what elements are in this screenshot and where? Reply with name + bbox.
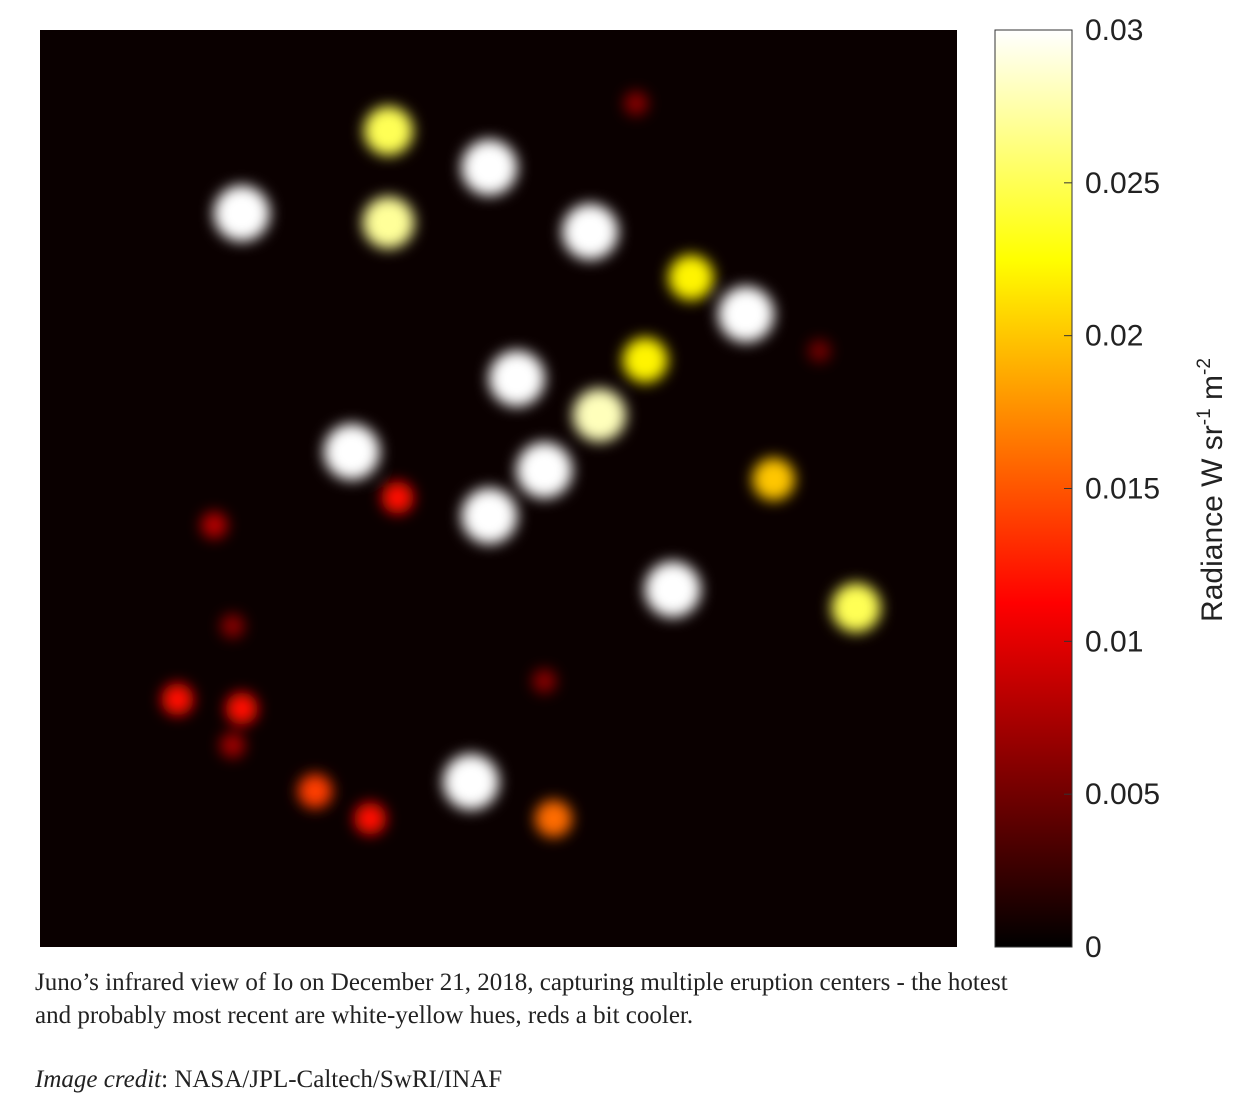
hot-spot xyxy=(323,423,380,480)
colorbar-tick-label: 0.015 xyxy=(1085,473,1160,506)
hot-spot xyxy=(488,350,545,407)
hot-spot xyxy=(200,511,228,539)
hot-spot xyxy=(831,583,881,633)
hot-spot xyxy=(668,254,714,301)
hot-spot xyxy=(562,203,619,260)
hot-spot xyxy=(808,339,831,363)
hot-spot xyxy=(534,799,573,838)
caption-line: and probably most recent are white-yello… xyxy=(35,1002,693,1029)
colorbar-tick-label: 0.03 xyxy=(1085,14,1143,47)
colorbar xyxy=(994,29,1073,948)
hot-spot xyxy=(718,286,775,343)
hot-spot xyxy=(220,614,245,639)
hot-spot xyxy=(532,669,557,694)
hot-spot xyxy=(362,196,415,249)
hot-spot xyxy=(225,692,258,725)
hot-spot xyxy=(516,442,573,499)
colorbar-ticks: 0 0.005 0.01 0.015 0.02 0.025 0.03 xyxy=(1064,14,1160,964)
spot-layer xyxy=(161,91,881,838)
hot-spot xyxy=(213,185,270,242)
hot-spot xyxy=(624,91,649,116)
colorbar-tick-label: 0.02 xyxy=(1085,320,1143,353)
image-credit: Image credit: NASA/JPL-Caltech/SwRI/INAF xyxy=(34,1066,502,1093)
hot-spot xyxy=(644,561,701,618)
hot-spot xyxy=(354,802,387,835)
hot-spot xyxy=(461,139,518,196)
colorbar-tick-label: 0 xyxy=(1085,931,1102,964)
hot-spot xyxy=(219,732,246,758)
colorbar-tick-label: 0.01 xyxy=(1085,625,1143,658)
colorbar-tick-label: 0.025 xyxy=(1085,167,1160,200)
hot-spot xyxy=(161,683,194,716)
hot-spot xyxy=(622,337,668,383)
caption-line: Juno’s infrared view of Io on December 2… xyxy=(35,969,1008,996)
hot-spot xyxy=(572,388,627,442)
colorbar-label: Radiance W sr-1 m-2 xyxy=(1194,358,1229,622)
hot-spot xyxy=(297,773,333,809)
colorbar-tick-label: 0.005 xyxy=(1085,778,1160,811)
hot-spot xyxy=(461,488,518,545)
hot-spot xyxy=(442,753,499,810)
hot-spot xyxy=(381,481,414,514)
hot-spot xyxy=(752,457,795,501)
hot-spot xyxy=(363,106,414,156)
